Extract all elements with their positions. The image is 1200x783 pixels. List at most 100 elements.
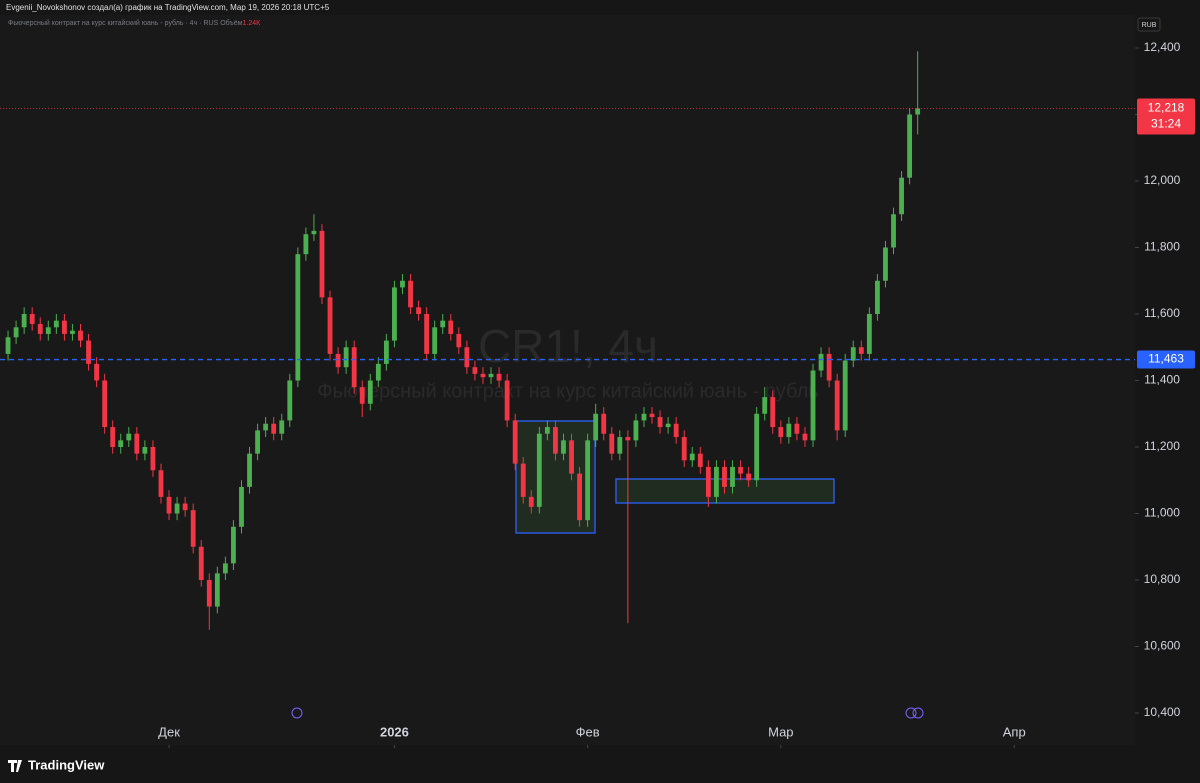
candle-body	[424, 314, 430, 354]
x-tick-label: Апр	[1003, 724, 1026, 739]
candle-body	[21, 314, 27, 328]
candle-body	[842, 360, 848, 431]
candle-body	[899, 177, 904, 215]
event-icon[interactable]	[905, 707, 917, 719]
chart-title: Фьючерсный контракт на курс китайский юа…	[8, 19, 261, 27]
candle-body	[553, 427, 558, 454]
currency-box[interactable]	[1137, 17, 1161, 32]
candle-body	[383, 340, 389, 364]
candle-body	[697, 453, 703, 467]
candle-body	[408, 280, 413, 308]
candle-body	[448, 320, 454, 334]
candle-body	[722, 466, 727, 487]
logo: TradingView	[8, 757, 105, 772]
candle-body	[222, 563, 228, 574]
candle-body	[198, 546, 204, 580]
candle-body	[295, 254, 301, 381]
candle-body	[705, 466, 711, 497]
event-icon[interactable]	[291, 707, 303, 719]
currency[interactable]: RUB	[1142, 22, 1157, 29]
candle-body	[335, 353, 341, 368]
candle-body	[826, 353, 832, 381]
candle-body	[174, 503, 180, 514]
last-price-label: 12,218	[1148, 101, 1185, 115]
candle-body	[593, 413, 599, 441]
candle-body	[858, 347, 864, 354]
candle-body	[689, 453, 695, 461]
candle-body	[327, 297, 333, 354]
candle-body	[102, 380, 108, 428]
candle-body	[738, 466, 743, 474]
candle-body	[158, 470, 164, 497]
x-tick-label: Мар	[768, 724, 793, 739]
candle-body	[53, 320, 59, 328]
candle-body	[13, 327, 19, 338]
y-tick-label: 10,800	[1144, 572, 1181, 586]
candle-body	[915, 108, 921, 115]
candle-body	[891, 214, 896, 248]
candle-body	[609, 433, 615, 454]
y-tick-label: 11,000	[1144, 506, 1180, 520]
price-line-label-bg	[1137, 350, 1195, 369]
candle-body	[263, 423, 269, 431]
candle-body	[78, 330, 83, 341]
candle-body	[810, 370, 816, 441]
candles	[5, 51, 921, 630]
caption: Evgenii_Novokshonov создал(а) график на …	[6, 3, 330, 12]
candle-body	[287, 380, 293, 421]
candle-body	[255, 430, 261, 454]
candle-body	[818, 353, 824, 371]
candle-body	[520, 463, 526, 497]
candle-body	[206, 580, 212, 607]
candle-body	[496, 373, 502, 381]
candle-body	[641, 413, 647, 421]
candle-body	[874, 280, 880, 314]
candle-body	[416, 307, 421, 314]
candle-body	[70, 330, 75, 334]
watermark-symbol: CR1!, 4ч	[478, 320, 658, 372]
x-tick-label: Дек	[158, 724, 180, 739]
candle-body	[110, 427, 116, 447]
candle-body	[118, 440, 124, 447]
candle-body	[239, 486, 244, 527]
candle-body	[657, 417, 663, 428]
y-tick-label: 12,400	[1144, 40, 1181, 54]
candle-body	[432, 327, 438, 354]
candle-body	[440, 320, 446, 328]
candle-body	[247, 453, 252, 487]
plot-area	[0, 15, 1135, 745]
candle-body	[126, 433, 132, 441]
candle-body	[625, 437, 631, 441]
candle-body	[794, 423, 800, 434]
candle-body	[754, 413, 760, 481]
candle-body	[786, 423, 792, 438]
volume-value: 1.24К	[243, 20, 262, 27]
candle-body	[528, 496, 534, 507]
logo-icon	[8, 760, 22, 772]
candle-body	[182, 503, 188, 511]
candle-body	[770, 397, 776, 428]
event-icons[interactable]	[291, 707, 924, 719]
y-tick-label: 11,800	[1144, 240, 1180, 254]
candle-body	[512, 420, 518, 464]
candle-body	[762, 397, 768, 414]
brand: TradingView	[28, 757, 105, 772]
candle-body	[319, 230, 325, 298]
candle-body	[778, 427, 784, 438]
candle-body	[649, 413, 655, 418]
candle-body	[37, 323, 43, 334]
candle-body	[456, 333, 462, 348]
event-icon[interactable]	[912, 707, 924, 719]
candle-body	[866, 314, 872, 354]
candle-body	[585, 440, 591, 521]
candle-body	[190, 510, 196, 547]
candle-body	[279, 420, 285, 434]
candle-body	[311, 230, 317, 235]
candle-body	[86, 340, 91, 364]
candle-body	[303, 234, 309, 255]
candle-body	[45, 327, 51, 334]
candle-body	[673, 423, 679, 438]
candle-body	[5, 337, 11, 354]
candle-body	[94, 363, 100, 381]
